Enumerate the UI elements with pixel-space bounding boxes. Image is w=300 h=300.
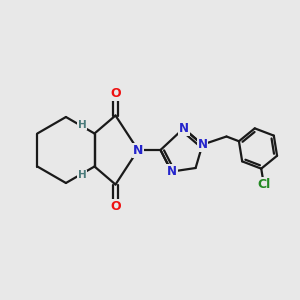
Text: N: N xyxy=(167,165,177,178)
Text: O: O xyxy=(110,87,121,101)
Text: O: O xyxy=(110,200,121,213)
Text: Cl: Cl xyxy=(257,178,271,191)
Text: H: H xyxy=(77,170,86,181)
Text: N: N xyxy=(133,143,143,157)
Text: N: N xyxy=(197,138,208,151)
Text: H: H xyxy=(77,119,86,130)
Text: N: N xyxy=(178,122,189,135)
